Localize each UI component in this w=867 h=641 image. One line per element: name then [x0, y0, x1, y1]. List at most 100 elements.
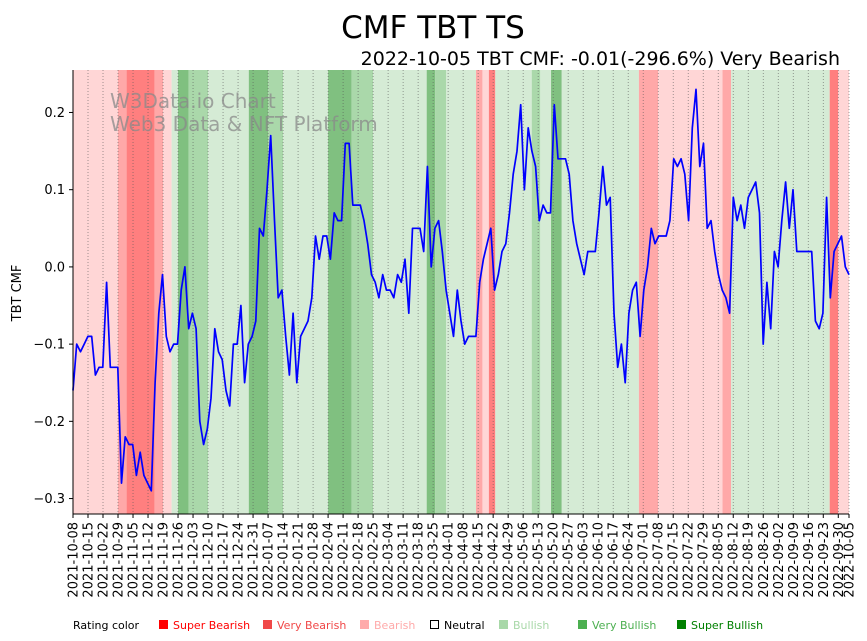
legend-item-label: Super Bullish [691, 619, 763, 632]
x-tick-label: 2022-05-27 [562, 522, 577, 598]
x-tick-label: 2022-09-30 [832, 522, 847, 598]
legend-swatch [499, 620, 508, 629]
x-tick-label: 2022-10-05 [843, 522, 858, 598]
x-tick-label: 2022-09-02 [772, 522, 787, 598]
x-tick-label: 2022-01-28 [307, 522, 322, 598]
series-group [72, 88, 850, 492]
x-tick-label: 2021-10-08 [67, 522, 82, 598]
rating-band [328, 70, 352, 514]
legend-swatch [578, 620, 587, 629]
rating-band [658, 70, 723, 514]
legend-swatch [360, 620, 369, 629]
rating-band [268, 70, 284, 514]
chart-title: CMF TBT TS [341, 10, 525, 46]
legend: Super Bearish Very Bearish Bearish Neutral B… [159, 619, 763, 632]
rating-band [531, 70, 541, 514]
rating-band [373, 70, 427, 514]
vertical-grid [72, 70, 850, 514]
rating-band [495, 70, 532, 514]
rating-band [118, 70, 127, 514]
legend-swatch [677, 620, 686, 629]
x-tick-label: 2022-03-18 [412, 522, 427, 598]
legend-swatch [430, 620, 439, 629]
y-tick-label: −0.3 [33, 492, 65, 507]
legend-swatch [263, 620, 272, 629]
x-tick-label: 2021-11-12 [142, 522, 157, 598]
rating-band [126, 70, 155, 514]
x-tick-label: 2021-12-24 [232, 522, 247, 598]
rating-band [540, 70, 552, 514]
x-tick-label: 2021-10-15 [82, 522, 97, 598]
watermark-line-2: Web3 Data & NFT Platform [110, 112, 378, 136]
chart-subtitle: 2022-10-05 TBT CMF: -0.01(-296.6%) Very … [361, 48, 840, 70]
rating-band [638, 70, 659, 514]
x-tick-label: 2021-11-19 [157, 522, 172, 598]
x-tick-label: 2022-03-11 [397, 522, 412, 598]
x-tick-label: 2022-06-03 [577, 522, 592, 598]
x-tick-label: 2022-08-26 [757, 522, 772, 598]
y-tick-label: −0.1 [33, 338, 65, 353]
x-tick-label: 2022-01-14 [277, 522, 292, 598]
x-tick-label: 2022-04-22 [487, 522, 502, 598]
x-tick-label: 2022-09-23 [817, 522, 832, 598]
x-tick-label: 2021-12-17 [217, 522, 232, 598]
legend-item-label: Bearish [374, 619, 415, 632]
x-tick-label: 2022-02-04 [322, 522, 337, 598]
x-tick-label: 2022-02-25 [367, 522, 382, 598]
rating-band [482, 70, 489, 514]
x-tick-label: 2021-11-26 [172, 522, 187, 598]
x-tick-label: 2022-06-10 [592, 522, 607, 598]
rating-band [445, 70, 477, 514]
rating-band [488, 70, 496, 514]
rating-band [829, 70, 839, 514]
x-tick-label: 2021-11-05 [127, 522, 142, 598]
x-tick-label: 2021-12-31 [247, 522, 262, 598]
legend-item-label: Bullish [513, 619, 549, 632]
x-tick-label: 2022-06-17 [607, 522, 622, 598]
rating-band [551, 70, 562, 514]
rating-band [731, 70, 830, 514]
rating-band [248, 70, 269, 514]
rating-bands [73, 70, 849, 514]
legend-item-label: Neutral [444, 619, 485, 632]
watermark-line-1: W3Data.io Chart [110, 89, 276, 113]
y-tick-label: 0.0 [44, 260, 65, 275]
legend-item-label: Super Bearish [173, 619, 250, 632]
x-tick-label: 2022-02-18 [352, 522, 367, 598]
x-tick-label: 2022-07-08 [652, 522, 667, 598]
x-tick-label: 2022-08-12 [727, 522, 742, 598]
x-tick-label: 2022-04-15 [472, 522, 487, 598]
rating-band [208, 70, 249, 514]
x-tick-label: 2022-04-29 [502, 522, 517, 598]
legend-label: Rating color [73, 619, 140, 632]
x-tick-label: 2022-06-24 [622, 522, 637, 598]
x-tick-label: 2021-12-10 [202, 522, 217, 598]
rating-band [351, 70, 374, 514]
x-tick-label: 2021-10-22 [97, 522, 112, 598]
series-line [72, 88, 850, 492]
y-tick-label: 0.2 [44, 106, 65, 121]
x-tick-label: 2022-07-01 [637, 522, 652, 598]
rating-band [171, 70, 179, 514]
x-tick-label: 2022-07-22 [682, 522, 697, 598]
rating-band [188, 70, 209, 514]
y-tick-label: −0.2 [33, 415, 65, 430]
x-tick-label: 2022-01-21 [292, 522, 307, 598]
x-tick-label: 2022-08-05 [712, 522, 727, 598]
x-tick-label: 2022-08-19 [742, 522, 757, 598]
x-tick-label: 2022-05-20 [547, 522, 562, 598]
rating-band [154, 70, 164, 514]
y-ticks: 0.2 0.1 0.0 −0.1 −0.2 −0.3 [33, 106, 73, 507]
x-tick-label: 2022-09-09 [787, 522, 802, 598]
rating-band [722, 70, 732, 514]
x-tick-label: 2022-07-29 [697, 522, 712, 598]
legend-swatch [159, 620, 168, 629]
x-tick-label: 2022-05-13 [532, 522, 547, 598]
x-tick-label: 2022-01-07 [262, 522, 277, 598]
rating-band [426, 70, 436, 514]
x-tick-label: 2021-12-03 [187, 522, 202, 598]
x-tick-label: 2022-04-01 [442, 522, 457, 598]
x-tick-label: 2021-10-29 [112, 522, 127, 598]
rating-band [435, 70, 446, 514]
